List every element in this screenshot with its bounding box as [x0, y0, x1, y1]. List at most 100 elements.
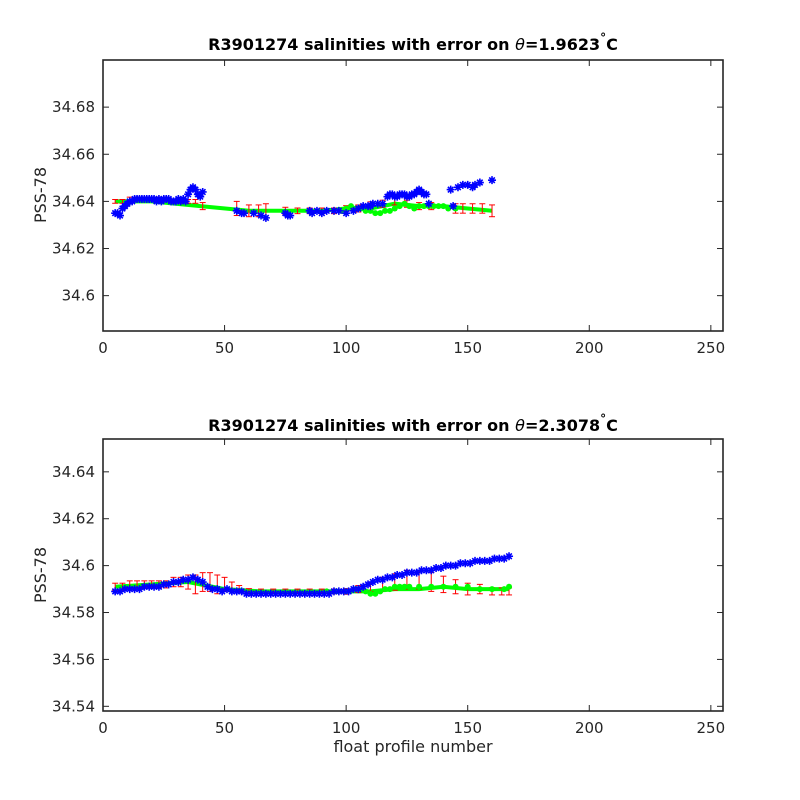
mapped-salinity-point	[372, 590, 379, 597]
y-tick-label: 34.58	[52, 604, 95, 622]
float-salinity-point	[198, 187, 207, 196]
float-salinity-point	[407, 568, 416, 577]
float-salinity-point	[349, 585, 358, 594]
float-salinity-point	[257, 589, 266, 598]
float-salinity-point	[393, 571, 402, 579]
y-tick-label: 34.6	[62, 557, 95, 575]
float-salinity-point	[458, 180, 467, 189]
mapped-salinity-point	[391, 205, 398, 212]
mapped-salinity-point	[489, 586, 496, 593]
float-salinity-point	[441, 561, 450, 570]
top-salinity-panel: R3901274 salinities with error on θ=1.96…	[31, 31, 725, 357]
float-salinity-point	[179, 575, 188, 584]
float-salinity-point	[463, 180, 472, 189]
float-salinity-point	[495, 554, 504, 563]
mapped-salinity-point	[396, 583, 403, 590]
float-salinity-point	[291, 589, 300, 598]
float-salinity-point	[373, 199, 382, 208]
float-salinity-point	[188, 573, 197, 582]
x-tick-label: 100	[332, 339, 361, 357]
float-salinity-point	[412, 568, 421, 577]
mapped-salinity-point	[430, 203, 437, 210]
mapped-salinity-point	[440, 583, 447, 590]
float-salinity-point	[305, 589, 314, 598]
float-salinity-point	[145, 582, 154, 591]
top-panel-ticks: 0 50 100 150 200 250 34.6 34.62 34.64 34.66 34.68	[52, 60, 725, 357]
float-salinity-point	[436, 563, 445, 572]
error-bar	[245, 204, 252, 218]
mapped-salinity-point	[406, 583, 413, 590]
float-salinity-point	[116, 587, 125, 596]
float-salinity-point	[378, 575, 387, 584]
error-bar	[112, 199, 119, 204]
mapped-salinity-point	[401, 200, 408, 207]
mapped-salinity-point	[367, 207, 374, 214]
mapped-salinity-point	[506, 583, 513, 590]
top-panel-title: R3901274 salinities with error on θ=1.96…	[208, 31, 618, 54]
x-tick-label: 0	[98, 339, 108, 357]
float-salinity-point	[208, 585, 217, 594]
float-salinity-point	[169, 578, 178, 587]
error-bar	[489, 204, 496, 218]
mapped-salinity-point	[464, 583, 471, 590]
float-salinity-point	[471, 180, 479, 189]
bottom-panel-ticks: 0 50 100 150 200 250 34.54 34.56 34.58 34.6 34.62 3…	[52, 439, 725, 737]
float-salinity-point	[466, 559, 475, 568]
float-salinity-point	[344, 587, 353, 596]
float-salinity-point	[334, 587, 343, 596]
y-tick-label: 34.6	[62, 287, 95, 305]
x-tick-label: 150	[453, 339, 482, 357]
float-salinity-point	[446, 185, 455, 194]
y-tick-label: 34.64	[52, 192, 95, 210]
float-salinity-point	[198, 578, 207, 587]
float-salinity-point	[354, 204, 363, 213]
bottom-panel-marks	[111, 552, 514, 598]
float-salinity-point	[237, 587, 246, 596]
mapped-salinity-point	[452, 583, 459, 590]
float-salinity-point	[120, 585, 129, 594]
float-salinity-point	[150, 582, 159, 591]
bottom-panel-y-axis-label: PSS-78	[31, 547, 50, 603]
top-panel-marks	[111, 176, 497, 222]
float-salinity-point	[181, 197, 190, 206]
float-salinity-point	[223, 585, 231, 594]
error-bar	[199, 202, 206, 211]
float-salinity-point	[232, 587, 241, 596]
float-salinity-point	[422, 190, 431, 199]
mapped-salinity-point	[501, 586, 508, 593]
mapped-salinity-point	[411, 205, 418, 212]
float-salinity-point	[174, 578, 183, 587]
mapped-salinity-point	[420, 203, 427, 210]
float-salinity-point	[475, 178, 484, 187]
float-salinity-point	[317, 209, 326, 218]
float-salinity-point	[480, 556, 489, 565]
float-salinity-point	[240, 209, 249, 218]
y-tick-label: 34.62	[52, 240, 95, 258]
float-salinity-point	[320, 589, 329, 598]
float-salinity-point	[446, 561, 455, 570]
y-tick-label: 34.54	[52, 697, 95, 715]
float-salinity-point	[111, 587, 120, 596]
mapped-salinity-point	[343, 205, 350, 212]
x-tick-label: 50	[215, 339, 234, 357]
float-salinity-point	[500, 554, 509, 563]
mapped-salinity-point	[386, 586, 393, 593]
x-tick-label: 250	[697, 339, 726, 357]
float-salinity-point	[159, 580, 168, 589]
float-salinity-point	[286, 211, 295, 220]
float-salinity-point	[329, 206, 338, 215]
float-salinity-point	[191, 185, 200, 194]
float-salinity-point	[359, 202, 368, 211]
float-salinity-point	[417, 566, 426, 575]
float-salinity-point	[271, 589, 280, 598]
float-salinity-point	[402, 568, 411, 577]
float-salinity-point	[261, 213, 270, 222]
mapped-salinity-point	[391, 583, 398, 590]
float-salinity-point	[125, 585, 134, 594]
float-salinity-point	[203, 582, 212, 591]
float-salinity-point	[364, 580, 373, 589]
y-tick-label: 34.64	[52, 463, 95, 481]
float-salinity-point	[315, 589, 324, 598]
float-salinity-point	[242, 589, 251, 598]
float-salinity-point	[312, 206, 321, 215]
